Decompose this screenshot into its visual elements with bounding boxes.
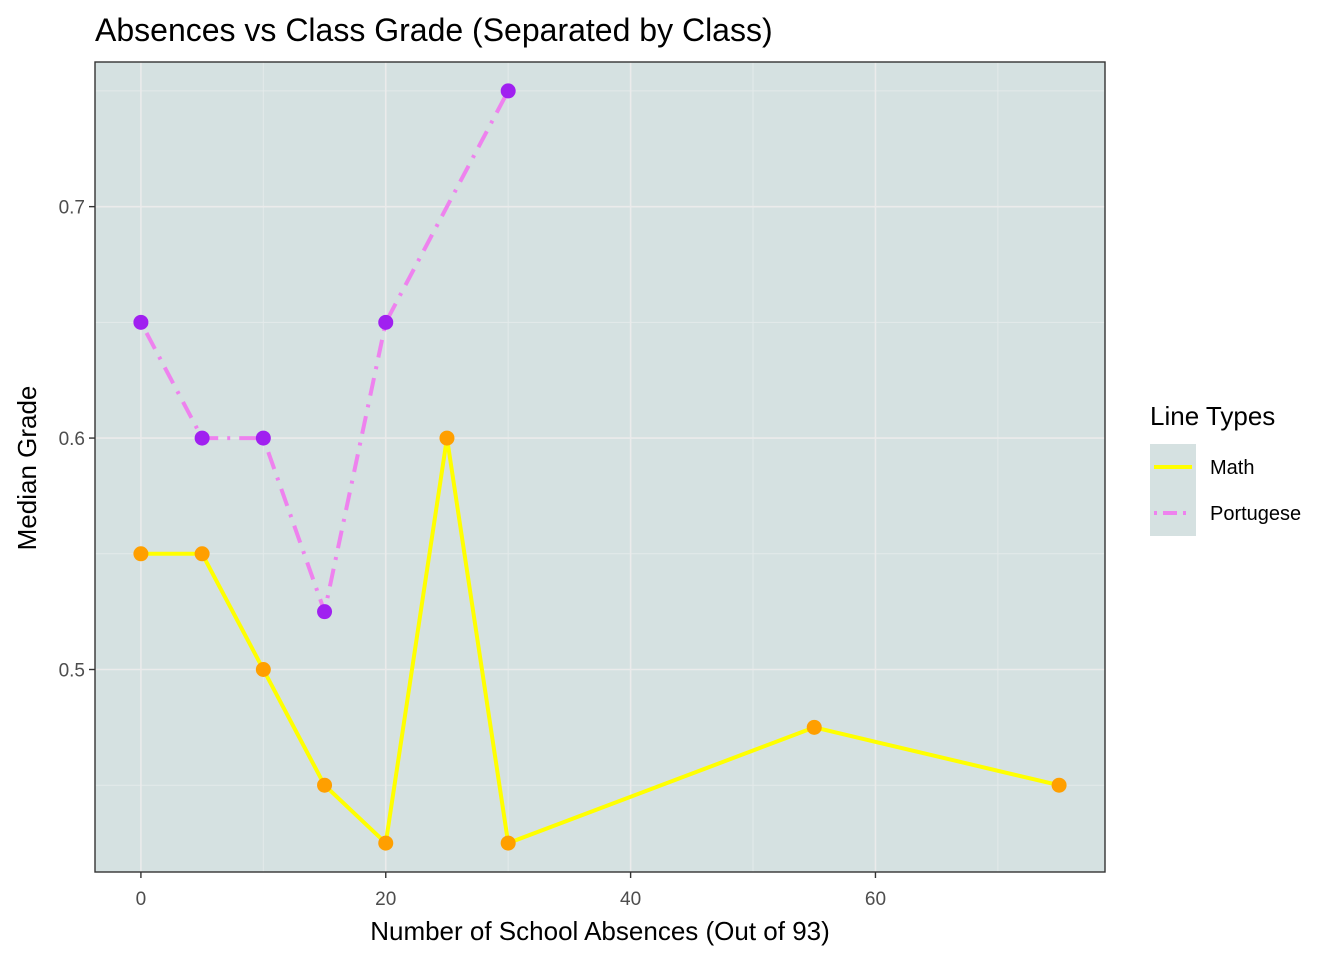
legend-title: Line Types (1150, 401, 1275, 431)
data-point-portugese (194, 430, 210, 446)
data-point-math (378, 835, 394, 851)
x-tick-label: 0 (136, 889, 147, 910)
y-tick-label: 0.7 (59, 198, 85, 219)
y-tick-label: 0.6 (59, 429, 85, 450)
grid-lines (95, 62, 1105, 872)
legend: Line Types Math Portugese (1150, 401, 1301, 536)
data-point-math (194, 546, 210, 562)
series-line-portugese (139, 89, 510, 614)
x-axis-title: Number of School Absences (Out of 93) (370, 916, 830, 946)
y-tick-label: 0.5 (59, 661, 85, 682)
data-point-math (500, 835, 516, 851)
data-point-portugese (500, 83, 516, 99)
x-tick-label: 40 (620, 889, 641, 910)
chart-title: Absences vs Class Grade (Separated by Cl… (95, 12, 773, 48)
legend-label-portugese: Portugese (1210, 503, 1301, 525)
y-axis-title: Median Grade (12, 386, 42, 551)
data-point-math (806, 719, 822, 735)
data-point-portugese (317, 604, 333, 620)
plot-panel (95, 62, 1105, 872)
data-point-portugese (133, 314, 149, 330)
legend-label-math: Math (1210, 457, 1254, 479)
plot-panel-border (94, 61, 1106, 873)
x-tick-label: 60 (865, 889, 886, 910)
data-point-portugese (378, 314, 394, 330)
axis-ticks: 0 20 40 60 0.5 0.6 0.7 (59, 198, 886, 910)
data-point-math (1051, 777, 1067, 793)
data-point-portugese (255, 430, 271, 446)
data-point-math (317, 777, 333, 793)
series-layer (133, 83, 1067, 851)
data-point-math (439, 430, 455, 446)
data-point-math (133, 546, 149, 562)
x-tick-label: 20 (375, 889, 396, 910)
data-point-math (255, 662, 271, 677)
